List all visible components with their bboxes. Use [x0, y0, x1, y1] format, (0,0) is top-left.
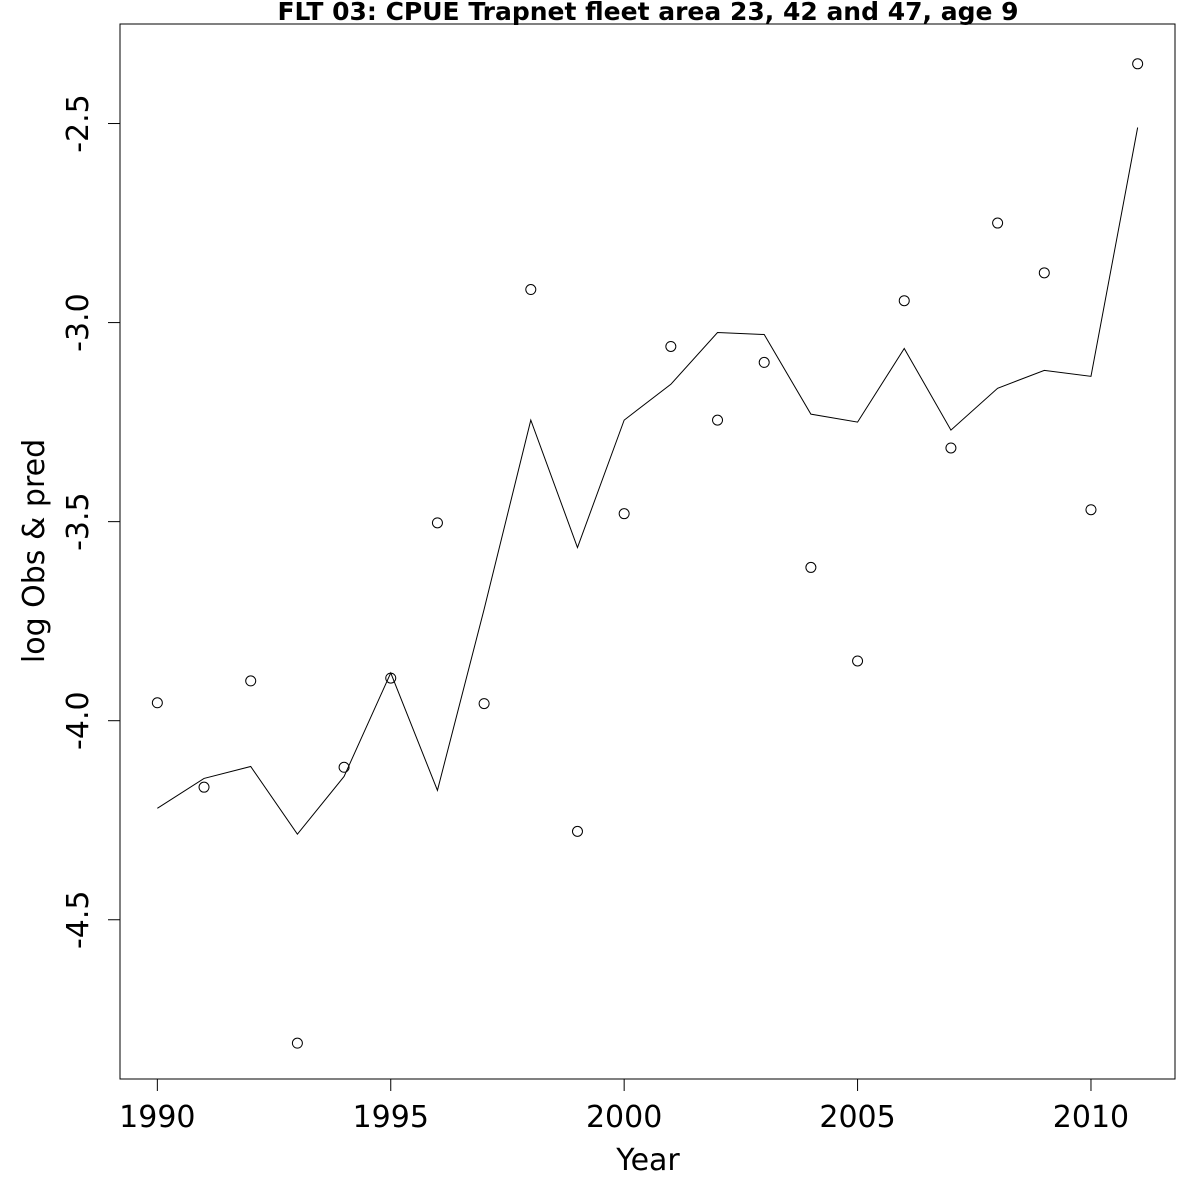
- observed-point: [431, 517, 443, 529]
- observed-series: [151, 58, 1144, 1049]
- observed-point: [151, 697, 163, 709]
- y-axis-label: log Obs & pred: [17, 439, 52, 663]
- predicted-series: [157, 127, 1139, 835]
- chart-title: FLT 03: CPUE Trapnet fleet area 23, 42 a…: [277, 0, 1018, 26]
- observed-point: [618, 508, 630, 520]
- observed-point: [805, 561, 817, 573]
- observed-point: [945, 442, 957, 454]
- x-tick-label: 2000: [586, 1100, 662, 1135]
- plot-frame: [119, 23, 1176, 1080]
- observed-point: [1038, 267, 1050, 279]
- y-tick-label: -4.0: [61, 691, 96, 750]
- observed-point: [245, 675, 257, 687]
- y-tick-label: -4.5: [61, 890, 96, 949]
- x-tick-label: 2005: [819, 1100, 895, 1135]
- x-axis: 1990 1995 2000 2005 2010: [119, 1078, 1129, 1135]
- x-tick-label: 1995: [353, 1100, 429, 1135]
- y-axis: -4.5 -4.0 -3.5 -3.0 -2.5: [61, 94, 121, 949]
- observed-point: [898, 295, 910, 307]
- observed-point: [291, 1037, 303, 1049]
- observed-point: [571, 825, 583, 837]
- observed-point: [525, 284, 537, 296]
- observed-point: [712, 414, 724, 426]
- x-tick-label: 2010: [1053, 1100, 1129, 1135]
- observed-point: [1132, 58, 1144, 70]
- x-tick-label: 1990: [119, 1100, 195, 1135]
- observed-point: [852, 655, 864, 667]
- observed-point: [758, 356, 770, 368]
- observed-point: [478, 698, 490, 710]
- observed-point: [665, 340, 677, 352]
- y-tick-label: -3.0: [61, 293, 96, 352]
- observed-point: [198, 781, 210, 793]
- observed-point: [385, 672, 397, 684]
- observed-point: [1085, 504, 1097, 516]
- y-tick-label: -3.5: [61, 492, 96, 551]
- observed-point: [338, 761, 350, 773]
- y-tick-label: -2.5: [61, 94, 96, 153]
- predicted-line: [157, 127, 1139, 835]
- observed-point: [992, 217, 1004, 229]
- x-axis-label: Year: [615, 1143, 680, 1178]
